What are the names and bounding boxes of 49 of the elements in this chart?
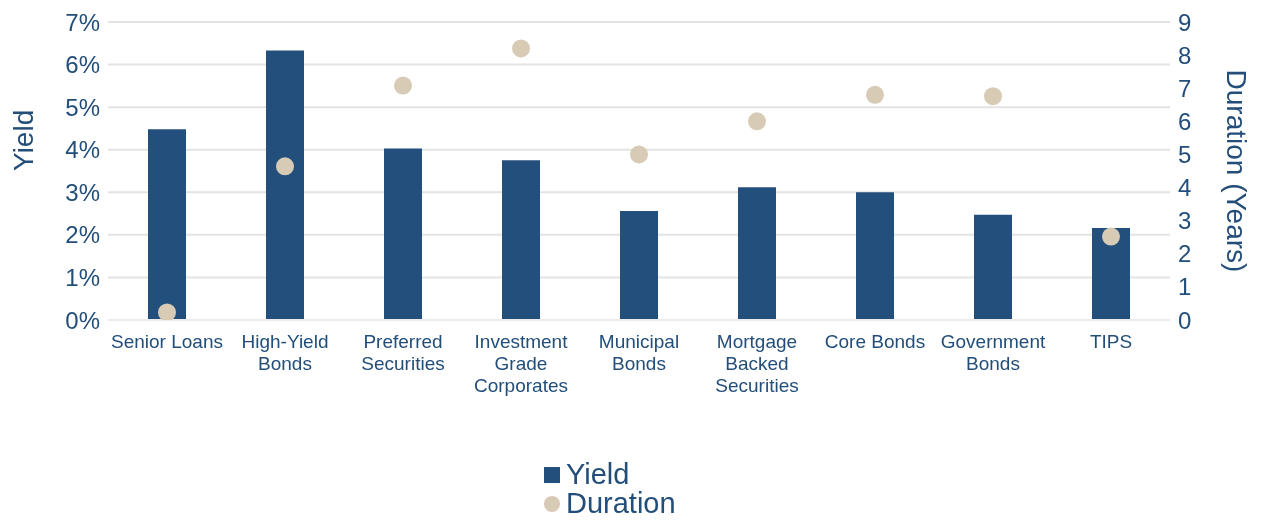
y-tick-label: 6% xyxy=(65,51,100,79)
y2-tick-label: 1 xyxy=(1178,273,1192,301)
x-tick-label: High-Yield Bonds xyxy=(241,331,329,374)
y2-tick-label: 0 xyxy=(1178,306,1192,334)
y-tick-label: 4% xyxy=(65,136,100,164)
point xyxy=(1102,227,1120,246)
y-axis-title: Yield xyxy=(7,109,39,171)
bar xyxy=(620,211,658,320)
legend-label: Duration xyxy=(566,487,676,519)
bar xyxy=(384,148,422,320)
point xyxy=(276,157,294,176)
bar xyxy=(148,129,186,320)
bar xyxy=(1092,228,1130,320)
y2-tick-label: 8 xyxy=(1178,41,1192,69)
x-tick-label: Core Bonds xyxy=(824,331,926,352)
y2-tick-label: 2 xyxy=(1178,240,1192,268)
x-tick-label: Government Bonds xyxy=(940,331,1046,374)
x-tick-label: Municipal Bonds xyxy=(598,331,680,374)
y2-axis-title: Duration (Years) xyxy=(1220,69,1252,273)
y2-tick-label: 5 xyxy=(1178,140,1192,168)
y2-tick-label: 9 xyxy=(1178,8,1192,36)
y2-tick-label: 3 xyxy=(1178,207,1192,235)
bar xyxy=(856,192,894,320)
y-tick-label: 3% xyxy=(65,178,100,206)
point xyxy=(866,85,884,104)
bar xyxy=(266,50,304,320)
point xyxy=(630,145,648,164)
point xyxy=(748,112,766,131)
y2-tick-label: 6 xyxy=(1178,107,1192,135)
x-tick-label: Mortgage Backed Securities xyxy=(715,331,799,396)
legend-label: Yield xyxy=(566,458,630,490)
bar xyxy=(974,214,1012,320)
x-tick-label: TIPS xyxy=(1089,331,1133,352)
y-tick-label: 5% xyxy=(65,93,100,121)
bar xyxy=(502,160,540,320)
x-tick-label: Senior Loans xyxy=(111,331,223,352)
x-tick-label: Preferred Securities xyxy=(361,331,445,374)
point xyxy=(158,303,176,320)
bar xyxy=(738,187,776,320)
point xyxy=(984,87,1002,106)
y-tick-label: 0% xyxy=(65,306,100,334)
y-tick-label: 7% xyxy=(65,8,100,36)
point xyxy=(394,76,412,95)
x-tick-label: Investment Grade Corporates xyxy=(474,331,569,396)
point xyxy=(512,39,530,58)
y-tick-label: 1% xyxy=(65,263,100,291)
y2-tick-label: 4 xyxy=(1178,174,1192,202)
y2-tick-label: 7 xyxy=(1178,74,1192,102)
y-tick-label: 2% xyxy=(65,221,100,249)
